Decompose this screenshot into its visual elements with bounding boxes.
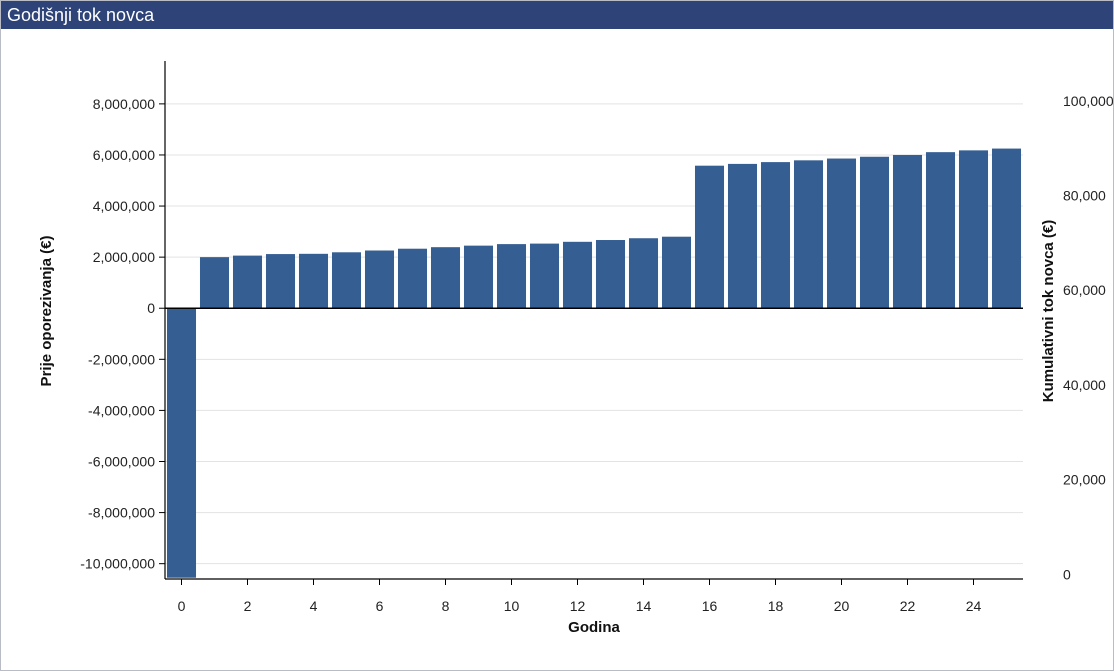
y-tick-label: -10,000,000 <box>80 556 155 572</box>
x-tick-label: 18 <box>768 598 784 614</box>
bar-year-17 <box>727 163 758 309</box>
y-tick-label: 4,000,000 <box>93 198 155 214</box>
bar-year-0 <box>166 308 197 578</box>
bar-year-16 <box>694 165 725 309</box>
x-tick-label: 14 <box>636 598 652 614</box>
y2-tick-label: 80,000 <box>1063 188 1106 204</box>
bar-year-14 <box>628 238 659 309</box>
x-tick-label: 16 <box>702 598 718 614</box>
y2-tick-label: 20,000 <box>1063 472 1106 488</box>
bar-year-13 <box>595 240 626 309</box>
panel-title: Godišnji tok novca <box>1 1 1113 29</box>
x-tick-label: 6 <box>376 598 384 614</box>
y-tick-label: -4,000,000 <box>88 402 155 418</box>
bar-year-19 <box>793 160 824 309</box>
bar-year-8 <box>430 247 461 309</box>
bar-year-22 <box>892 154 923 309</box>
y-tick-label: -8,000,000 <box>88 505 155 521</box>
x-tick-label: 20 <box>834 598 850 614</box>
bar-year-12 <box>562 241 593 309</box>
x-tick-label: 12 <box>570 598 586 614</box>
x-tick-label: 22 <box>900 598 916 614</box>
x-tick-label: 4 <box>310 598 318 614</box>
y-tick-label: -6,000,000 <box>88 453 155 469</box>
bar-year-24 <box>958 150 989 309</box>
y2-tick-label: 0 <box>1063 566 1071 582</box>
bar-year-21 <box>859 156 890 309</box>
bar-year-11 <box>529 243 560 309</box>
bar-year-1 <box>199 257 230 309</box>
y-tick-label: 0 <box>147 300 155 316</box>
y-axis-title: Prije oporezivanja (€) <box>38 236 55 387</box>
y-tick-label: 2,000,000 <box>93 249 155 265</box>
bar-year-5 <box>331 252 362 309</box>
y2-tick-label: 60,000 <box>1063 282 1106 298</box>
cash-flow-chart: 8,000,000 6,000,000 4,000,000 2,000,000 0 -2,… <box>38 61 1113 636</box>
bar-year-6 <box>364 250 395 309</box>
x-tick-label: 24 <box>966 598 982 614</box>
bar-year-18 <box>760 162 791 309</box>
bar-year-20 <box>826 158 857 309</box>
bar-year-25 <box>991 148 1022 309</box>
x-tick-label: 2 <box>244 598 252 614</box>
x-axis-title: Godina <box>568 619 620 636</box>
y2-axis-title: Kumulativni tok novca (€) <box>1040 220 1057 403</box>
x-tick-label: 10 <box>504 598 520 614</box>
bar-year-7 <box>397 248 428 309</box>
bar-year-15 <box>661 236 692 309</box>
bar-year-23 <box>925 152 956 309</box>
bar-year-10 <box>496 244 527 309</box>
y2-tick-label: 40,000 <box>1063 377 1106 393</box>
y-tick-label: 8,000,000 <box>93 96 155 112</box>
x-tick-label: 0 <box>178 598 186 614</box>
y2-tick-label: 100,000 <box>1063 93 1113 109</box>
x-tick-label: 8 <box>442 598 450 614</box>
y-tick-label: -2,000,000 <box>88 351 155 367</box>
y-tick-label: 6,000,000 <box>93 147 155 163</box>
bar-year-9 <box>463 245 494 309</box>
bar-year-4 <box>298 253 329 309</box>
bar-year-2 <box>232 255 263 309</box>
bar-year-3 <box>265 254 296 309</box>
